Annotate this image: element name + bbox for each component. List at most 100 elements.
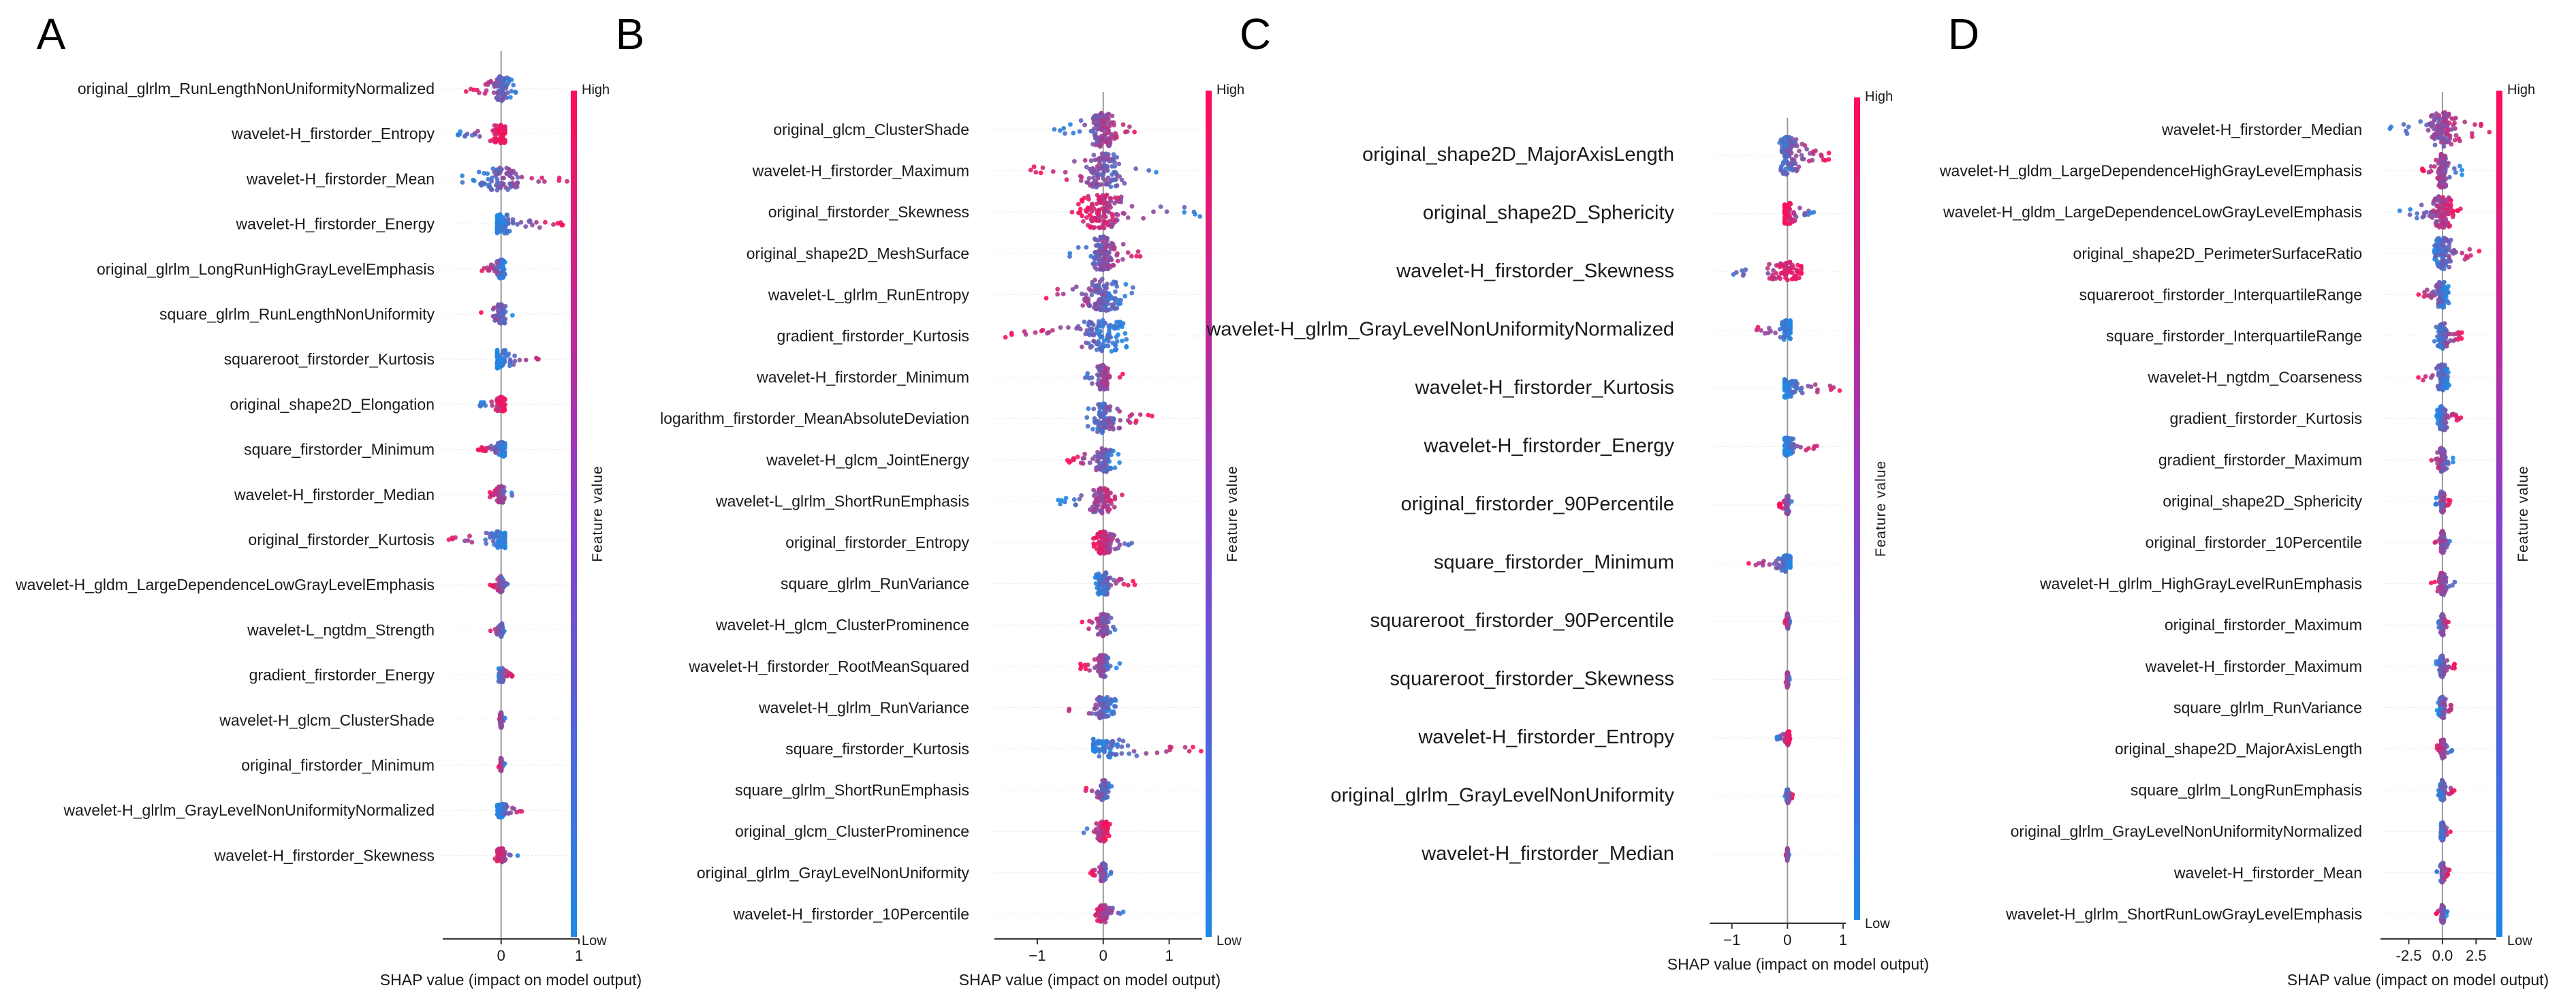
shap-point <box>1113 324 1118 329</box>
shap-point <box>1069 209 1075 215</box>
shap-point <box>1796 164 1802 170</box>
shap-point <box>470 133 475 138</box>
shap-point <box>1086 196 1091 202</box>
feature-points <box>1043 277 1135 313</box>
shap-point <box>1101 873 1106 878</box>
feature-points <box>1080 611 1118 638</box>
shap-point <box>2443 236 2449 242</box>
shap-point <box>2424 123 2430 127</box>
shap-point <box>1092 260 1097 266</box>
colorbar-high-label: High <box>1865 89 1893 104</box>
shap-point <box>1098 551 1103 555</box>
shap-point <box>1101 226 1107 231</box>
shap-point <box>1093 420 1098 425</box>
shap-point <box>1784 453 1789 458</box>
shap-point <box>488 138 493 144</box>
shap-point <box>497 307 502 313</box>
shap-point <box>480 268 484 273</box>
shap-point <box>1113 704 1118 709</box>
shap-point <box>1082 456 1087 461</box>
feature-label: original_shape2D_MeshSurface <box>747 245 969 262</box>
shap-point <box>1108 615 1114 621</box>
shap-point <box>513 89 518 95</box>
shap-point <box>2435 175 2440 181</box>
shap-point <box>2432 209 2437 214</box>
shap-point <box>501 809 506 814</box>
shap-point <box>1781 337 1787 342</box>
shap-point <box>1114 211 1119 217</box>
shap-point <box>1099 380 1104 384</box>
feature-points <box>487 484 515 505</box>
shap-point <box>1821 157 1826 163</box>
shap-point <box>502 320 507 326</box>
shap-point <box>1733 270 1739 275</box>
shap-point <box>1781 554 1787 559</box>
shap-point <box>503 534 507 539</box>
shap-point <box>1773 330 1778 336</box>
feature-label: original_shape2D_Sphericity <box>1423 202 1675 224</box>
shap-point <box>1137 412 1143 417</box>
shap-point <box>1110 752 1116 756</box>
shap-point <box>477 90 482 95</box>
x-tick-label: 0 <box>1783 931 1791 948</box>
shap-point <box>1093 157 1098 163</box>
shap-point <box>2434 324 2439 330</box>
shap-point <box>1784 737 1789 742</box>
shap-point <box>1100 712 1105 717</box>
shap-point <box>483 537 488 542</box>
feature-points <box>494 801 524 820</box>
shap-point <box>495 856 501 862</box>
shap-point <box>1100 778 1105 784</box>
feature-label: original_firstorder_90Percentile <box>1401 493 1674 515</box>
shap-point <box>1103 920 1108 925</box>
shap-point <box>1039 328 1044 334</box>
shap-point <box>2431 201 2436 206</box>
shap-point <box>1105 655 1111 661</box>
shap-point <box>512 353 517 358</box>
shap-point <box>1102 572 1108 576</box>
feature-points <box>1777 134 1832 177</box>
shap-point <box>1799 153 1804 158</box>
colorbar <box>1206 91 1212 937</box>
shap-point <box>2407 212 2413 217</box>
shap-point <box>1112 159 1117 165</box>
feature-points <box>1052 110 1137 149</box>
shap-point <box>1182 204 1187 210</box>
shap-point <box>1191 745 1195 749</box>
shap-point <box>2428 168 2434 174</box>
feature-points <box>1783 670 1792 690</box>
shap-point <box>2460 168 2464 173</box>
shap-point <box>1774 270 1779 276</box>
shap-point <box>1087 460 1093 465</box>
shap-point <box>1101 421 1107 427</box>
shap-point <box>1081 219 1086 224</box>
shap-point <box>1103 246 1108 251</box>
shap-point <box>1080 619 1085 625</box>
feature-points <box>1782 611 1793 631</box>
shap-point <box>1108 448 1113 453</box>
shap-point <box>1786 494 1791 499</box>
feature-label: wavelet-H_glcm_ClusterProminence <box>715 616 969 634</box>
shap-point <box>1097 660 1102 665</box>
shap-point <box>1782 443 1787 448</box>
shap-point <box>1792 161 1797 166</box>
shap-point <box>1061 292 1066 296</box>
shap-point <box>1099 429 1104 433</box>
shap-point <box>1095 504 1099 509</box>
shap-point <box>1096 422 1101 428</box>
shap-point <box>2449 142 2454 147</box>
shap-point <box>1120 324 1125 330</box>
shap-point <box>462 134 467 139</box>
shap-point <box>500 268 505 273</box>
shap-point <box>494 491 500 496</box>
feature-label: squareroot_firstorder_InterquartileRange <box>2079 285 2362 303</box>
shap-point <box>1118 298 1123 303</box>
shap-point <box>502 406 507 411</box>
feature-points <box>1090 737 1204 760</box>
shap-point <box>465 538 471 543</box>
shap-point <box>1789 160 1794 166</box>
shap-point <box>1788 560 1793 566</box>
shap-point <box>1789 151 1794 155</box>
shap-point <box>499 712 503 717</box>
shap-point <box>1084 215 1089 220</box>
